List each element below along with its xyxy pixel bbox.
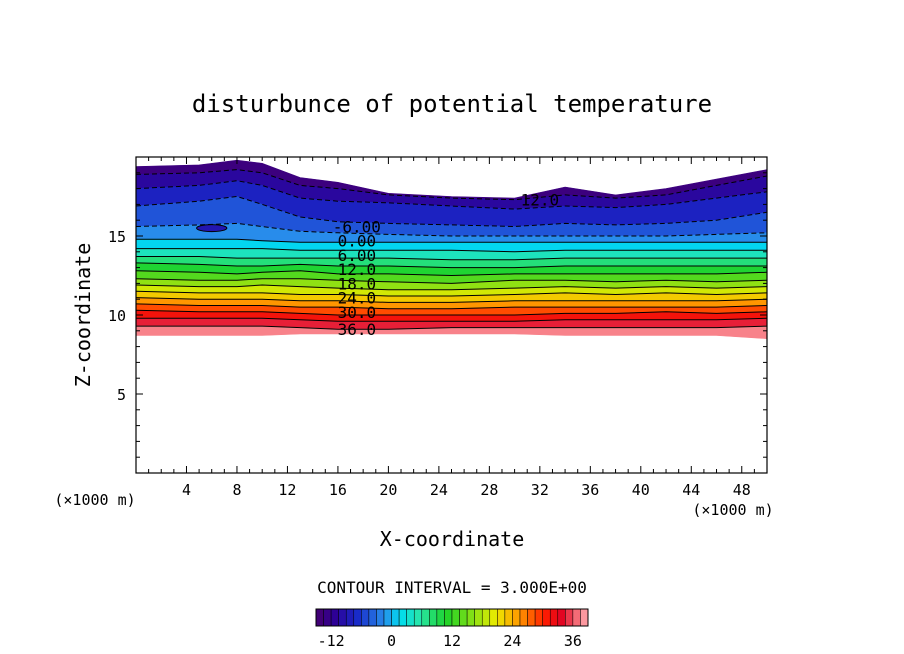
contour-line [135, 303, 768, 310]
colorbar-cell [361, 608, 370, 627]
colorbar-cell [512, 608, 521, 627]
colorbar-cell [376, 608, 385, 627]
contour-label: 24.0 [338, 289, 377, 308]
contour-line [135, 180, 768, 210]
colorbar-cell [474, 608, 483, 627]
colorbar-cell [565, 608, 574, 627]
x-axis-label: X-coordinate [380, 527, 525, 551]
y-axis-label: Z-coordinate [71, 243, 95, 388]
contour-label: 12.0 [521, 191, 560, 210]
contour-lines [135, 169, 768, 330]
x-tick-label: 4 [182, 481, 191, 499]
x-tick-label: 24 [430, 481, 448, 499]
colorbar-cell [398, 608, 407, 627]
contour-label: 36.0 [338, 320, 377, 339]
colorbar-cell [451, 608, 460, 627]
x-tick-label: 36 [581, 481, 599, 499]
contour-line [135, 278, 768, 284]
contour-label: 6.00 [338, 246, 377, 265]
colorbar-cell [504, 608, 513, 627]
x-tick-label: 44 [682, 481, 700, 499]
contour-line [135, 309, 768, 316]
x-unit-left: (×1000 m) [54, 491, 135, 509]
colorbar-cell [534, 608, 543, 627]
axis-ticks [136, 157, 767, 473]
colorbar-cell [497, 608, 506, 627]
colorbar-cell [323, 608, 332, 627]
colorbar-cell [466, 608, 475, 627]
closed-contour-line [196, 224, 228, 233]
contour-line [136, 248, 767, 253]
colorbar-cell [459, 608, 468, 627]
y-tick-label: 15 [108, 228, 126, 246]
colorbar-cell [383, 608, 392, 627]
contour-line [135, 262, 767, 269]
colorbar-tick-label: 36 [564, 632, 582, 650]
colorbar-cell [436, 608, 445, 627]
closed-contour-fill [196, 224, 227, 232]
colorbar-frame [315, 608, 589, 627]
colorbar-cell [580, 608, 589, 627]
colorbar-cell [549, 608, 559, 627]
contour-line [136, 256, 767, 261]
y-tick-label: 10 [108, 307, 126, 325]
colorbar-tick-label: 12 [443, 632, 461, 650]
contour-label: 30.0 [338, 303, 377, 322]
x-tick-label: 40 [632, 481, 650, 499]
colorbar-cell [353, 608, 362, 627]
contour-line [135, 297, 768, 303]
colorbar-cell [557, 608, 566, 627]
colorbar-cell [406, 608, 415, 627]
x-tick-label: 28 [480, 481, 498, 499]
x-tick-label: 8 [232, 481, 241, 499]
contour-label: -6.00 [333, 218, 381, 237]
colorbar-tick-label: -12 [318, 632, 345, 650]
colorbar-cell [391, 608, 400, 627]
x-tick-label: 12 [278, 481, 296, 499]
x-unit-right: (×1000 m) [692, 501, 773, 519]
colorbar-cell [572, 608, 581, 627]
colorbar-cell [429, 608, 438, 627]
contour-line [135, 290, 768, 297]
x-tick-label: 48 [733, 481, 751, 499]
colorbar-cell [345, 608, 355, 627]
x-tick-label: 16 [329, 481, 347, 499]
contour-line [135, 270, 768, 277]
x-tick-label: 20 [379, 481, 397, 499]
colorbar-cell [330, 608, 339, 627]
contour-line [136, 325, 768, 330]
colorbar-cell [421, 608, 430, 627]
colorbar-cell [444, 608, 453, 627]
contour-line [135, 284, 768, 291]
contour-label: 12.0 [338, 260, 377, 279]
contour-line [135, 195, 768, 228]
colorbar-cell [368, 608, 377, 627]
contour-line [136, 238, 767, 243]
colorbar-cell [542, 608, 551, 627]
colorbar-cell [481, 608, 491, 627]
colorbar [315, 608, 589, 627]
colorbar-tick-labels: -12 0 12 24 36 [318, 632, 582, 650]
contour-label: 18.0 [338, 274, 377, 293]
colorbar-cell [519, 608, 528, 627]
colorbar-tick-label: 0 [387, 632, 396, 650]
colorbar-cell [413, 608, 423, 627]
chart-title: disturbunce of potential temperature [192, 90, 712, 118]
y-tick-label: 5 [117, 386, 126, 404]
y-tick-labels: 5 10 15 [108, 228, 126, 404]
colorbar-cell [315, 608, 324, 627]
colorbar-cell [338, 608, 347, 627]
x-tick-label: 32 [531, 481, 549, 499]
contour-line [135, 169, 768, 201]
contour-interval-text: CONTOUR INTERVAL = 3.000E+00 [317, 578, 587, 597]
contour-line [135, 222, 768, 237]
contour-label: 0.00 [338, 232, 377, 251]
x-tick-labels: 4 8 12 16 20 24 28 32 36 40 44 48 [182, 481, 751, 499]
colorbar-cell [527, 608, 536, 627]
colorbar-cell [489, 608, 498, 627]
colorbar-tick-label: 24 [503, 632, 521, 650]
contour-line [136, 317, 768, 322]
